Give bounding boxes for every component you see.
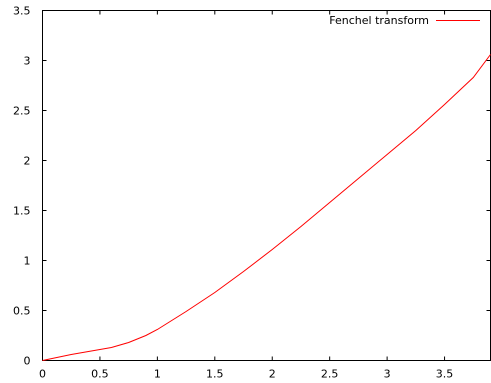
- x-tick-label: 2.5: [321, 368, 339, 381]
- x-tick-label: 0: [39, 368, 46, 381]
- y-tick-label: 2: [24, 155, 31, 168]
- x-tick-label: 1.5: [206, 368, 224, 381]
- y-axis: 0 0.5 1 1.5 2 2.5 3 3.5: [13, 5, 491, 368]
- plot-frame: [42, 10, 491, 361]
- x-tick-label: 2: [269, 368, 276, 381]
- x-tick-label: 3: [384, 368, 391, 381]
- y-tick-label: 2.5: [13, 105, 31, 118]
- legend: Fenchel transform: [329, 14, 480, 27]
- y-tick-label: 1.5: [13, 205, 31, 218]
- series-line-fenchel-transform: [42, 54, 491, 361]
- y-tick-label: 0.5: [13, 305, 31, 318]
- x-tick-label: 0.5: [91, 368, 109, 381]
- y-tick-label: 0: [24, 355, 31, 368]
- x-axis: 0 0.5 1 1.5 2 2.5 3 3.5: [39, 10, 454, 381]
- x-tick-label: 1: [154, 368, 161, 381]
- legend-label: Fenchel transform: [329, 14, 429, 27]
- y-tick-label: 3.5: [13, 5, 31, 18]
- y-tick-label: 1: [24, 255, 31, 268]
- y-tick-label: 3: [24, 55, 31, 68]
- x-tick-label: 3.5: [436, 368, 454, 381]
